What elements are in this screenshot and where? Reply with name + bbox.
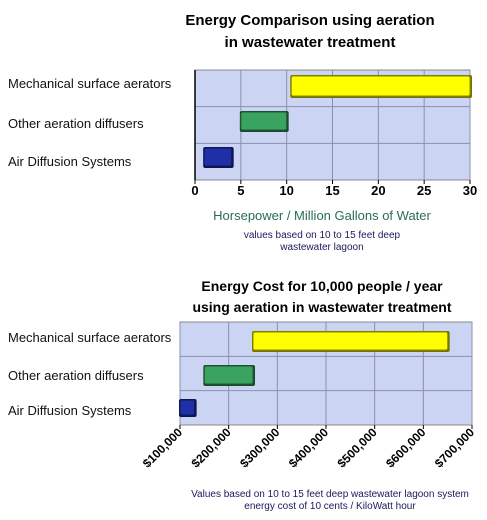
x-tick-label: $600,000	[383, 425, 429, 471]
chart-2: Energy Cost for 10,000 people / year usi…	[8, 278, 477, 512]
chart-2-category-label: Mechanical surface aerators	[8, 330, 172, 345]
x-tick-label: 20	[371, 183, 385, 198]
chart-2-category-label: Other aeration diffusers	[8, 368, 144, 383]
bar	[203, 365, 254, 385]
chart-1-x-ticks: 0 5 10 15 20 25 30	[191, 180, 477, 198]
chart-2-category-label: Air Diffusion Systems	[8, 403, 132, 418]
chart-1-title-line-1: Energy Comparison using aeration	[185, 12, 434, 29]
x-tick-label: $300,000	[237, 425, 283, 471]
chart-1: Energy Comparison using aeration in wast…	[8, 12, 477, 253]
x-tick-label: $100,000	[140, 425, 186, 471]
x-tick-label: $200,000	[188, 425, 234, 471]
x-tick-label: 5	[237, 183, 244, 198]
chart-2-title-line-2: using aeration in wastewater treatment	[192, 299, 451, 315]
x-tick-label: 25	[417, 183, 431, 198]
x-tick-label: 0	[191, 183, 198, 198]
chart-1-category-label: Mechanical surface aerators	[8, 76, 172, 91]
chart-2-bars	[179, 331, 450, 417]
chart-1-category-label: Other aeration diffusers	[8, 116, 144, 131]
bar	[179, 399, 196, 416]
chart-2-title-line-1: Energy Cost for 10,000 people / year	[201, 278, 443, 294]
chart-1-note-line-1: values based on 10 to 15 feet deep	[244, 230, 401, 241]
chart-1-category-label: Air Diffusion Systems	[8, 154, 132, 169]
x-tick-label: 30	[463, 183, 477, 198]
chart-2-note-line-2: energy cost of 10 cents / KiloWatt hour	[244, 501, 416, 512]
bar	[203, 147, 233, 167]
chart-1-bars	[203, 75, 472, 168]
x-tick-label: $500,000	[334, 425, 380, 471]
x-tick-label: $400,000	[286, 425, 332, 471]
chart-2-note-line-1: Values based on 10 to 15 feet deep waste…	[191, 489, 469, 500]
chart-1-note-line-2: wastewater lagoon	[279, 242, 363, 253]
x-tick-label: 10	[279, 183, 293, 198]
bar	[290, 75, 471, 97]
chart-1-x-axis-label: Horsepower / Million Gallons of Water	[213, 208, 431, 223]
x-tick-label: 15	[325, 183, 339, 198]
chart-1-title-line-2: in wastewater treatment	[225, 34, 396, 51]
x-tick-label: $700,000	[432, 425, 478, 471]
bar	[252, 331, 449, 351]
bar	[240, 111, 288, 131]
chart-2-x-ticks: $100,000 $200,000 $300,000 $400,000 $500,000…	[140, 425, 478, 471]
